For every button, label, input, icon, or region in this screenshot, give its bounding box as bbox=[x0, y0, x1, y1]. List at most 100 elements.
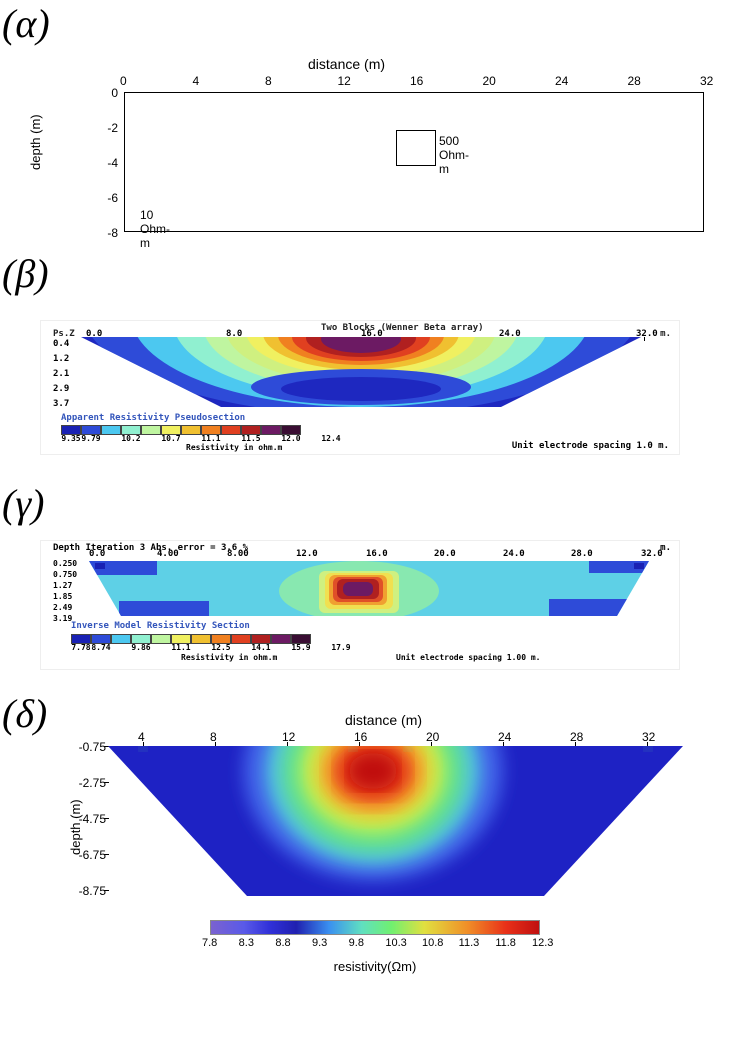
beta-pseudosection bbox=[81, 337, 641, 407]
gamma-legend-val: 15.9 bbox=[291, 643, 311, 652]
delta-x-title: distance (m) bbox=[345, 712, 422, 728]
gamma-inverse-section bbox=[89, 561, 649, 616]
gamma-xtick: 16.0 bbox=[366, 549, 388, 559]
alpha-xtick: 8 bbox=[265, 74, 272, 88]
gamma-legend-values: 7.788.749.8611.112.514.115.917.9 bbox=[71, 643, 351, 652]
beta-ytick: 1.2 bbox=[53, 354, 69, 364]
gamma-frame: Depth Iteration 3 Abs. error = 3.6 % m. … bbox=[40, 540, 680, 670]
delta-colorbar-gradient bbox=[210, 920, 540, 935]
gamma-xtick: 28.0 bbox=[571, 549, 593, 559]
alpha-anomaly-label: 500 Ohm-m bbox=[439, 134, 469, 176]
panel-alpha: (α) distance (m) depth (m) 0 4 8 12 16 20 24 28… bbox=[0, 0, 745, 240]
alpha-ytick: -8 bbox=[94, 226, 118, 240]
delta-colorbar-label: resistivity(Ωm) bbox=[210, 959, 540, 974]
gamma-legend-val: 17.9 bbox=[331, 643, 351, 652]
beta-ytick: 2.9 bbox=[53, 384, 69, 394]
delta-cbar-tick: 12.3 bbox=[532, 937, 553, 949]
delta-xtick: 20 bbox=[426, 730, 439, 744]
beta-legend-values: 9.359.79 10.2 10.7 11.1 11.5 12.0 12.4 bbox=[61, 434, 341, 443]
gamma-res-label: Resistivity in ohm.m bbox=[181, 653, 277, 662]
alpha-y-title: depth (m) bbox=[28, 114, 43, 170]
gamma-ytick: 1.85 bbox=[53, 592, 72, 601]
beta-legend-val: 12.4 bbox=[321, 434, 341, 443]
panel-label-alpha: (α) bbox=[2, 0, 50, 47]
beta-legend-val: 11.1 bbox=[201, 434, 221, 443]
beta-ytick: 0.4 bbox=[53, 339, 69, 349]
panel-beta: (β) Two Blocks (Wenner Beta array) Ps.Z … bbox=[0, 250, 745, 470]
delta-xtick: 24 bbox=[498, 730, 511, 744]
gamma-xtick: 32.0 bbox=[641, 549, 663, 559]
delta-cbar-tick: 9.8 bbox=[349, 937, 364, 949]
panel-gamma: (γ) Depth Iteration 3 Abs. error = 3.6 %… bbox=[0, 480, 745, 680]
alpha-xtick: 16 bbox=[410, 74, 423, 88]
beta-legend-val: 12.0 bbox=[281, 434, 301, 443]
beta-legend-val: 9.35 bbox=[61, 434, 81, 443]
alpha-x-title: distance (m) bbox=[308, 56, 385, 72]
delta-cbar-tick: 10.3 bbox=[385, 937, 406, 949]
panel-delta: (δ) distance (m) depth (m) 4812162024283… bbox=[0, 690, 745, 1020]
beta-res-label: Resistivity in ohm.m bbox=[186, 443, 282, 452]
gamma-title: Depth Iteration 3 Abs. error = 3.6 % bbox=[53, 543, 248, 553]
delta-ytick: -6.75 bbox=[70, 848, 106, 862]
delta-y-title: depth (m) bbox=[68, 799, 83, 855]
beta-ytick: 3.7 bbox=[53, 399, 69, 409]
alpha-xtick: 28 bbox=[628, 74, 641, 88]
delta-ytick: -4.75 bbox=[70, 812, 106, 826]
panel-label-beta: (β) bbox=[2, 250, 49, 297]
gamma-xtick: 8.00 bbox=[227, 549, 249, 559]
beta-legend-val: 9.79 bbox=[81, 434, 101, 443]
delta-cbar-tick: 7.8 bbox=[202, 937, 217, 949]
gamma-legend-val: 14.1 bbox=[251, 643, 271, 652]
beta-legend-val: 11.5 bbox=[241, 434, 261, 443]
delta-xtick: 28 bbox=[570, 730, 583, 744]
gamma-legend-val: 8.74 bbox=[91, 643, 111, 652]
gamma-legend-val: 11.1 bbox=[171, 643, 191, 652]
alpha-xtick: 4 bbox=[193, 74, 200, 88]
gamma-xtick: 12.0 bbox=[296, 549, 318, 559]
beta-frame: Two Blocks (Wenner Beta array) Ps.Z m. 0… bbox=[40, 320, 680, 455]
delta-ytick: -0.75 bbox=[70, 740, 106, 754]
panel-label-gamma: (γ) bbox=[2, 480, 44, 527]
delta-cbar-tick: 11.3 bbox=[459, 937, 480, 949]
beta-m-label: m. bbox=[660, 329, 671, 339]
delta-cbar-tick: 8.3 bbox=[239, 937, 254, 949]
delta-ytick: -2.75 bbox=[70, 776, 106, 790]
gamma-legend-val: 7.78 bbox=[71, 643, 91, 652]
beta-title: Two Blocks (Wenner Beta array) bbox=[321, 323, 484, 333]
delta-colorbar-ticks: 7.88.38.89.39.810.310.811.311.812.3 bbox=[210, 935, 540, 949]
delta-cbar-tick: 8.8 bbox=[275, 937, 290, 949]
alpha-ytick: -4 bbox=[94, 156, 118, 170]
alpha-ytick: -2 bbox=[94, 121, 118, 135]
delta-xtick: 16 bbox=[354, 730, 367, 744]
alpha-xtick: 20 bbox=[483, 74, 496, 88]
gamma-unit-label: Unit electrode spacing 1.00 m. bbox=[396, 653, 541, 662]
delta-ytick: -8.75 bbox=[70, 884, 106, 898]
delta-xtick: 12 bbox=[282, 730, 295, 744]
delta-colorbar: 7.88.38.89.39.810.310.811.311.812.3 resi… bbox=[210, 920, 540, 982]
delta-xtick: 32 bbox=[642, 730, 655, 744]
gamma-xtick: 0.0 bbox=[89, 549, 105, 559]
gamma-ytick: 1.27 bbox=[53, 581, 72, 590]
alpha-anomaly-box bbox=[396, 130, 436, 166]
beta-ps-label: Ps.Z bbox=[53, 329, 75, 339]
alpha-ytick: 0 bbox=[94, 86, 118, 100]
beta-legend-val: 10.7 bbox=[161, 434, 181, 443]
alpha-ytick: -6 bbox=[94, 191, 118, 205]
alpha-xtick: 12 bbox=[338, 74, 351, 88]
delta-cbar-tick: 11.8 bbox=[495, 937, 516, 949]
alpha-background-label: 10 Ohm-m bbox=[140, 208, 170, 250]
alpha-xtick: 24 bbox=[555, 74, 568, 88]
delta-section bbox=[108, 746, 683, 896]
gamma-caption: Inverse Model Resistivity Section bbox=[71, 621, 250, 631]
alpha-xtick: 0 bbox=[120, 74, 127, 88]
delta-cbar-tick: 9.3 bbox=[312, 937, 327, 949]
gamma-ytick: 0.750 bbox=[53, 570, 77, 579]
gamma-ytick: 3.19 bbox=[53, 614, 72, 623]
gamma-xtick: 20.0 bbox=[434, 549, 456, 559]
gamma-xtick: 24.0 bbox=[503, 549, 525, 559]
beta-legend-val: 10.2 bbox=[121, 434, 141, 443]
panel-label-delta: (δ) bbox=[2, 690, 47, 737]
gamma-ytick: 2.49 bbox=[53, 603, 72, 612]
gamma-legend-val: 9.86 bbox=[131, 643, 151, 652]
gamma-ytick: 0.250 bbox=[53, 559, 77, 568]
